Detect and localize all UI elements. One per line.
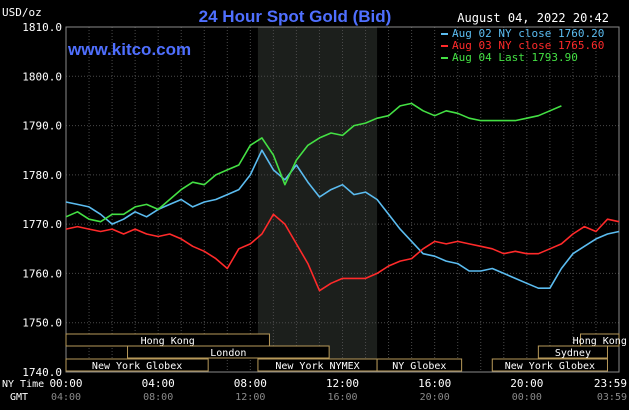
nymex-shade <box>257 27 378 372</box>
session-box <box>65 358 209 372</box>
x-tick-label: 04:00 <box>142 377 175 390</box>
session-box <box>491 358 608 372</box>
legend-entry: Aug 04 Last 1793.90 <box>452 51 578 64</box>
site-watermark: www.kitco.com <box>67 40 191 59</box>
unit-label: USD/oz <box>2 6 42 19</box>
gmt-tick-label: 03:59 <box>597 392 627 403</box>
legend-entry: Aug 03 NY close 1765.60 <box>452 39 604 52</box>
y-tick-label: 1790.0 <box>22 120 62 133</box>
series-line-2 <box>65 213 620 292</box>
datetime-label: August 04, 2022 20:42 <box>457 11 609 25</box>
y-tick-label: 1740.0 <box>22 366 62 379</box>
x-tick-label: 16:00 <box>418 377 451 390</box>
x-tick-label: 20:00 <box>510 377 543 390</box>
y-tick-label: 1810.0 <box>22 21 62 34</box>
gmt-tick-label: 20:00 <box>420 392 450 403</box>
x-tick-label: 12:00 <box>326 377 359 390</box>
gmt-tick-label: 04:00 <box>51 392 81 403</box>
gmt-label: GMT <box>10 392 28 403</box>
session-label: Hong Kong <box>573 336 627 347</box>
gmt-tick-label: 16:00 <box>327 392 357 403</box>
y-tick-label: 1770.0 <box>22 218 62 231</box>
session-label: Sydney <box>555 348 591 359</box>
y-tick-label: 1780.0 <box>22 169 62 182</box>
x-tick-label: 00:00 <box>49 377 82 390</box>
session-label: New York Globex <box>92 361 182 372</box>
session-box <box>127 345 330 359</box>
session-label: New York Globex <box>505 361 595 372</box>
legend-entry: Aug 02 NY close 1760.20 <box>452 27 604 40</box>
series-line-3 <box>65 102 562 223</box>
session-label: London <box>210 348 246 359</box>
ny-time-label: NY Time <box>2 379 44 390</box>
session-label: NY Globex <box>392 361 446 372</box>
gmt-tick-label: 08:00 <box>143 392 173 403</box>
session-box <box>537 345 608 359</box>
y-tick-label: 1760.0 <box>22 267 62 280</box>
gmt-tick-label: 12:00 <box>235 392 265 403</box>
x-tick-label: 08:00 <box>234 377 267 390</box>
session-label: New York NYMEX <box>275 361 359 372</box>
y-tick-label: 1800.0 <box>22 70 62 83</box>
session-box <box>376 358 463 372</box>
y-tick-label: 1750.0 <box>22 317 62 330</box>
chart-title: 24 Hour Spot Gold (Bid) <box>199 7 392 26</box>
gmt-tick-label: 00:00 <box>512 392 542 403</box>
x-tick-label: 23:59 <box>594 377 627 390</box>
session-label: Hong Kong <box>141 336 195 347</box>
plot-frame <box>65 26 620 373</box>
